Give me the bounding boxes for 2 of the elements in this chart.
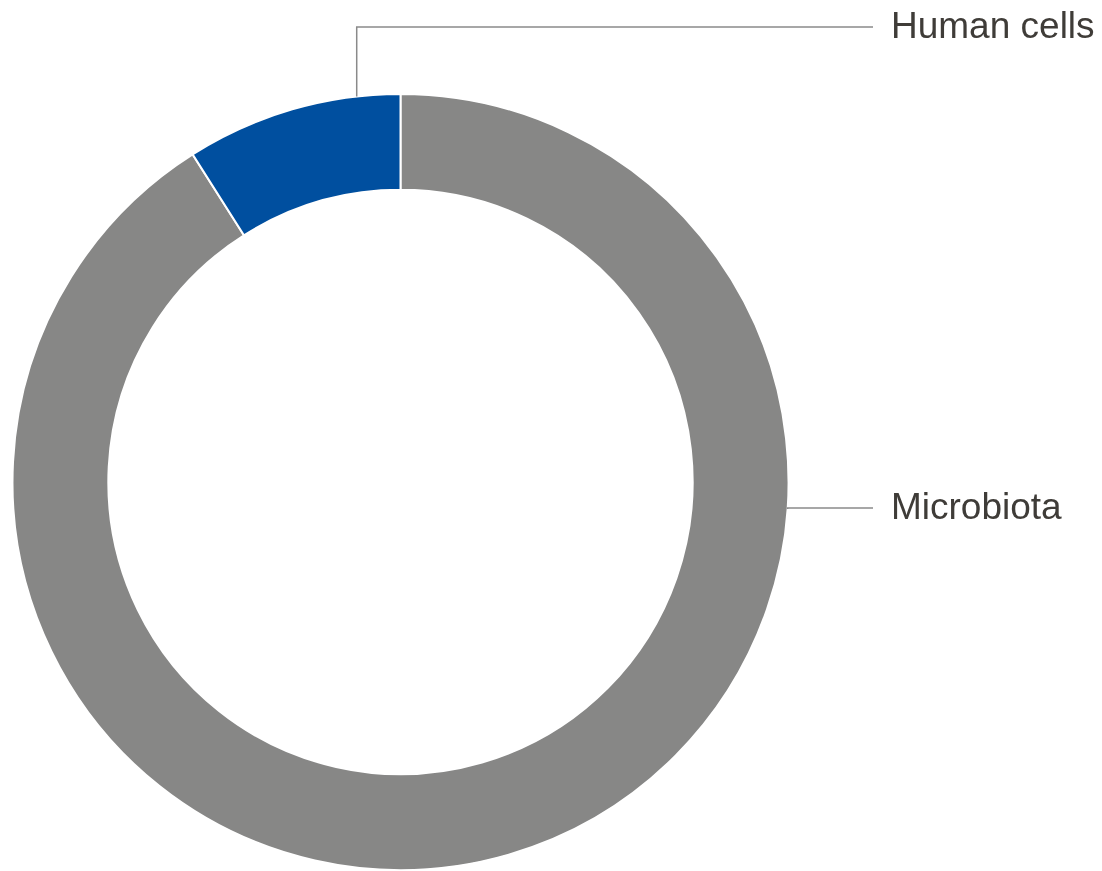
- slice-label: Human cells: [891, 5, 1095, 46]
- slice-label: Microbiota: [891, 486, 1063, 528]
